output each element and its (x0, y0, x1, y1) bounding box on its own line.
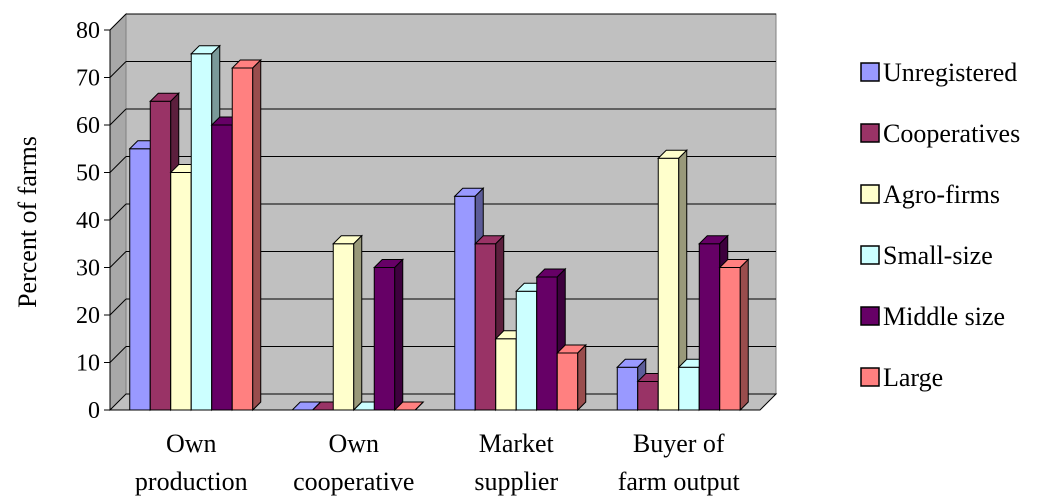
legend-swatch (861, 368, 879, 386)
legend-label: Large (883, 363, 943, 392)
legend-swatch (861, 63, 879, 81)
bar-front (212, 125, 233, 410)
legend-label: Agro-firms (883, 180, 1000, 209)
bar-front (537, 277, 558, 410)
bar (232, 60, 261, 410)
legend-item: Middle size (861, 302, 1005, 331)
legend-item: Agro-firms (861, 180, 1000, 209)
x-tick-label: Buyer of (633, 429, 725, 458)
bar-side (395, 260, 403, 411)
bar-front (130, 149, 151, 410)
bar-front (171, 173, 192, 411)
y-axis-label: Percent of farms (13, 136, 42, 308)
bar-front (617, 367, 638, 410)
legend-label: Small-size (883, 241, 993, 270)
legend-label: Unregistered (883, 58, 1017, 87)
legend-item: Large (861, 363, 943, 392)
y-tick-label: 20 (76, 303, 100, 329)
bar-front (150, 101, 171, 410)
legend-swatch (861, 307, 879, 325)
bar-front (475, 244, 496, 410)
bar (557, 345, 586, 410)
bar-side (253, 60, 261, 410)
y-tick-label: 40 (76, 208, 100, 234)
x-tick-label: Own (328, 429, 379, 458)
legend-item: Unregistered (861, 58, 1017, 87)
bar-side (578, 345, 586, 410)
bar-front (191, 54, 212, 410)
bar-front (658, 158, 679, 410)
bar-front (516, 291, 537, 410)
y-tick-label: 70 (76, 66, 100, 92)
bar (374, 260, 403, 411)
bar-front (496, 339, 517, 410)
bar-front (333, 244, 354, 410)
bar (333, 236, 362, 410)
x-tick-label: cooperative (293, 467, 414, 496)
y-tick-label: 50 (76, 161, 100, 187)
bar-front (638, 382, 659, 411)
bar-front (232, 68, 253, 410)
y-tick-label: 80 (76, 18, 100, 44)
legend-swatch (861, 246, 879, 264)
y-tick-label: 0 (88, 398, 100, 424)
legend-label: Cooperatives (883, 119, 1020, 148)
bar-side (740, 260, 748, 411)
bar-front (699, 244, 720, 410)
bar-front (557, 353, 578, 410)
y-tick-label: 10 (76, 351, 100, 377)
x-tick-label: Market (479, 429, 555, 458)
x-tick-label: production (135, 467, 248, 496)
bar-front (720, 268, 741, 411)
bar-front (679, 367, 700, 410)
bar (720, 260, 749, 411)
x-tick-label: supplier (474, 467, 558, 496)
y-tick-label: 60 (76, 113, 100, 139)
legend-item: Small-size (861, 241, 993, 270)
bar-front (455, 196, 476, 410)
legend: Unregistered Cooperatives Agro-firms Small-… (861, 58, 1020, 392)
legend-swatch (861, 185, 879, 203)
bar-side (354, 236, 362, 410)
y-tick-label: 30 (76, 256, 100, 282)
x-tick-label: Own (166, 429, 217, 458)
legend-label: Middle size (883, 302, 1005, 331)
legend-swatch (861, 124, 879, 142)
legend-item: Cooperatives (861, 119, 1020, 148)
x-tick-label: farm output (618, 467, 741, 496)
bar-front (374, 268, 395, 411)
